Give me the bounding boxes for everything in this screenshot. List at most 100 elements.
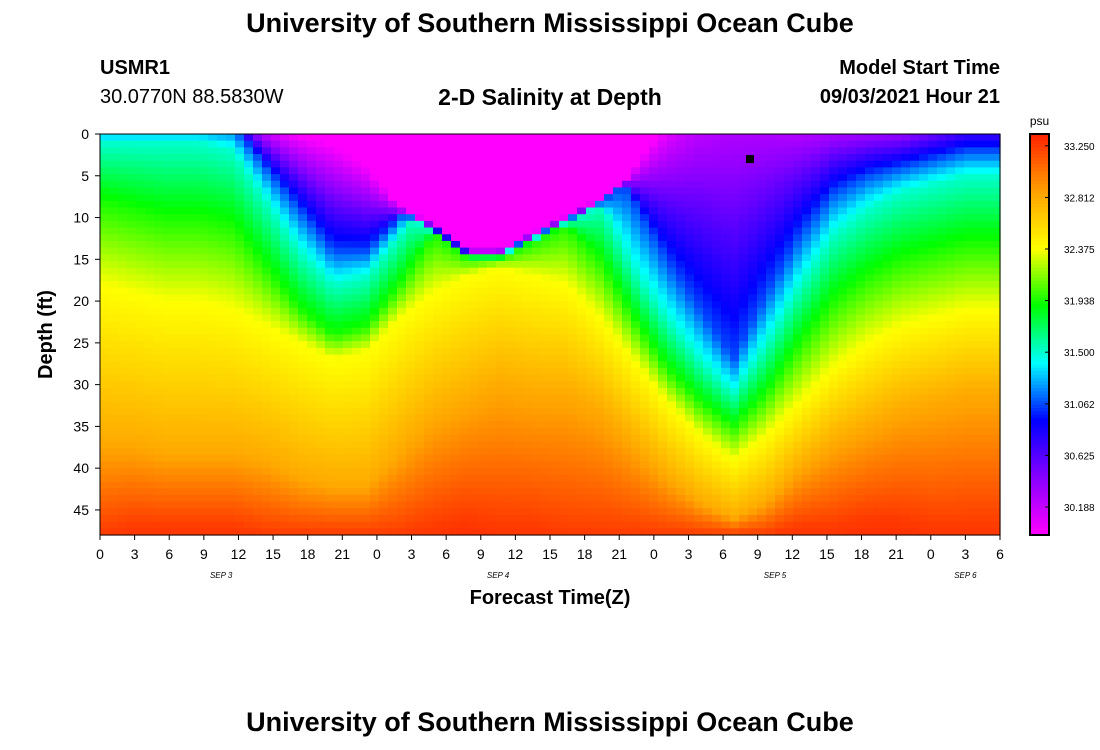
heatmap-cell xyxy=(649,260,659,269)
heatmap-cell xyxy=(703,454,713,463)
heatmap-cell xyxy=(586,334,596,342)
heatmap-cell xyxy=(622,514,632,523)
heatmap-cell xyxy=(667,160,677,169)
heatmap-cell xyxy=(829,160,839,169)
heatmap-cell xyxy=(172,408,182,416)
heatmap-cell xyxy=(541,267,551,275)
heatmap-cell xyxy=(676,160,686,169)
heatmap-cell xyxy=(622,367,632,376)
heatmap-cell xyxy=(325,200,335,209)
heatmap-cell xyxy=(154,481,164,489)
heatmap-cell xyxy=(550,441,560,449)
heatmap-cell xyxy=(649,474,659,483)
heatmap-cell xyxy=(334,160,344,169)
heatmap-cell xyxy=(172,134,182,142)
heatmap-cell xyxy=(586,434,596,443)
heatmap-cell xyxy=(325,174,335,182)
heatmap-cell xyxy=(244,361,254,369)
heatmap-cell xyxy=(802,381,812,389)
heatmap-cell xyxy=(478,421,488,429)
heatmap-cell xyxy=(127,441,137,449)
heatmap-cell xyxy=(595,327,605,336)
heatmap-cell xyxy=(703,321,713,329)
heatmap-cell xyxy=(811,214,821,222)
heatmap-cell xyxy=(442,408,452,416)
heatmap-cell xyxy=(154,334,164,342)
heatmap-cell xyxy=(811,134,821,142)
heatmap-cell xyxy=(190,428,200,436)
heatmap-cell xyxy=(829,428,839,436)
heatmap-cell xyxy=(352,327,362,336)
heatmap-cell xyxy=(559,454,569,463)
heatmap-cell xyxy=(577,207,587,215)
heatmap-cell xyxy=(361,307,371,316)
heatmap-cell xyxy=(127,214,137,222)
heatmap-cell xyxy=(766,234,776,242)
heatmap-cell xyxy=(838,167,848,175)
heatmap-cell xyxy=(424,428,434,436)
heatmap-cell xyxy=(667,401,677,409)
heatmap-cell xyxy=(415,274,425,282)
heatmap-cell xyxy=(766,501,776,509)
heatmap-cell xyxy=(235,367,245,376)
heatmap-cell xyxy=(244,381,254,389)
heatmap-cell xyxy=(109,167,119,175)
heatmap-cell xyxy=(208,287,218,295)
heatmap-cell xyxy=(343,274,353,282)
heatmap-cell xyxy=(271,167,281,175)
heatmap-cell xyxy=(190,334,200,342)
heatmap-cell xyxy=(451,494,461,503)
heatmap-cell xyxy=(100,247,110,255)
heatmap-cell xyxy=(820,274,830,282)
heatmap-cell xyxy=(514,287,524,295)
heatmap-cell xyxy=(739,134,749,142)
heatmap-cell xyxy=(757,260,767,269)
heatmap-cell xyxy=(163,381,173,389)
heatmap-cell xyxy=(748,528,758,536)
heatmap-cell xyxy=(136,408,146,416)
heatmap-cell xyxy=(541,281,551,289)
heatmap-cell xyxy=(379,387,389,396)
heatmap-cell xyxy=(208,327,218,336)
heatmap-cell xyxy=(406,314,416,322)
heatmap-cell xyxy=(685,341,695,349)
heatmap-cell xyxy=(172,428,182,436)
heatmap-cell xyxy=(685,294,695,302)
heatmap-cell xyxy=(532,281,542,289)
heatmap-cell xyxy=(784,180,794,189)
heatmap-cell xyxy=(244,394,254,402)
heatmap-cell xyxy=(712,134,722,142)
heatmap-cell xyxy=(307,240,317,249)
heatmap-cell xyxy=(577,314,587,322)
heatmap-cell xyxy=(109,267,119,275)
heatmap-cell xyxy=(532,234,542,242)
heatmap-cell xyxy=(595,234,605,242)
heatmap-cell xyxy=(289,314,299,322)
heatmap-cell xyxy=(514,134,524,142)
heatmap-cell xyxy=(631,528,641,536)
heatmap-cell xyxy=(352,374,362,382)
heatmap-cell xyxy=(397,354,407,362)
heatmap-cell xyxy=(271,514,281,523)
heatmap-cell xyxy=(145,220,155,229)
heatmap-cell xyxy=(730,334,740,342)
heatmap-cell xyxy=(370,488,380,496)
heatmap-cell xyxy=(253,180,263,189)
heatmap-cell xyxy=(271,207,281,215)
heatmap-cell xyxy=(514,354,524,362)
heatmap-cell xyxy=(595,401,605,409)
heatmap-cell xyxy=(811,448,821,456)
heatmap-cell xyxy=(298,454,308,463)
heatmap-cell xyxy=(793,160,803,169)
heatmap-cell xyxy=(163,140,173,148)
heatmap-cell xyxy=(208,180,218,189)
heatmap-cell xyxy=(325,334,335,342)
heatmap-cell xyxy=(289,180,299,189)
heatmap-cell xyxy=(541,481,551,489)
heatmap-cell xyxy=(190,180,200,189)
heatmap-cell xyxy=(712,468,722,476)
heatmap-cell xyxy=(127,134,137,142)
heatmap-cell xyxy=(667,347,677,356)
heatmap-cell xyxy=(595,501,605,509)
heatmap-cell xyxy=(208,200,218,209)
